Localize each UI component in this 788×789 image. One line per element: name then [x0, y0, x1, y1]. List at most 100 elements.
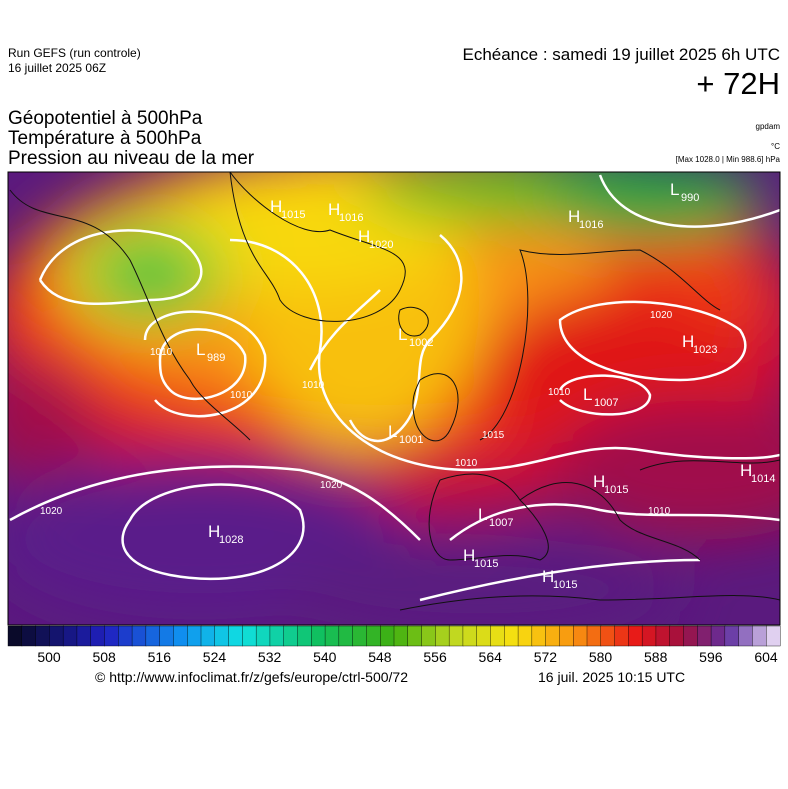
colorbar-swatch	[366, 625, 381, 647]
center-value: 990	[681, 192, 699, 204]
unit: gpdam	[755, 122, 780, 131]
isobar-label: 1010	[230, 390, 253, 401]
center-value: 1020	[369, 239, 393, 251]
isobar-label: 1010	[648, 506, 671, 517]
colorbar-swatch	[490, 625, 505, 647]
colorbar-swatch	[173, 625, 188, 647]
map-frame	[7, 171, 781, 626]
center-letter: L	[196, 340, 205, 359]
isobar-label: 1020	[320, 480, 343, 491]
run-date: 16 juillet 2025 06Z	[8, 61, 107, 75]
center-letter: H	[463, 546, 475, 565]
colorbar-tick-label: 588	[644, 649, 668, 665]
center-value: 1023	[693, 344, 717, 356]
center-value: 1014	[751, 473, 775, 485]
isobar-label: 1010	[302, 380, 325, 391]
center-letter: H	[740, 461, 752, 480]
colorbar-swatch	[159, 625, 174, 647]
unit: °C	[771, 142, 780, 151]
colorbar-swatch	[131, 625, 147, 647]
colorbar-swatch	[145, 625, 161, 647]
colorbar-swatch	[766, 625, 781, 647]
center-letter: L	[583, 385, 592, 404]
center-letter: L	[398, 325, 407, 344]
colorbar-swatch	[214, 625, 230, 647]
center-value: 1015	[553, 579, 577, 591]
field-name: Température à 500hPa	[8, 128, 202, 149]
colorbar-swatch	[614, 625, 629, 647]
colorbar-tick-label: 564	[479, 649, 503, 665]
colorbar-swatch	[269, 625, 285, 647]
center-value: 1001	[399, 434, 423, 446]
center-letter: H	[593, 472, 605, 491]
colorbar-swatch	[62, 625, 78, 647]
colorbar-swatch	[462, 625, 478, 647]
center-letter: L	[388, 422, 397, 441]
valid-time: Echéance : samedi 19 juillet 2025 6h UTC	[462, 45, 780, 64]
colorbar-tick-label: 548	[368, 649, 392, 665]
center-value: 989	[207, 352, 225, 364]
colorbar-tick-label: 596	[699, 649, 723, 665]
center-value: 1007	[489, 517, 513, 529]
colorbar-swatch	[531, 625, 547, 647]
colorbar-swatch	[710, 625, 726, 647]
center-letter: L	[670, 180, 679, 199]
colorbar-swatch	[311, 625, 326, 647]
center-value: 1002	[409, 337, 433, 349]
colorbar-tick-label: 532	[258, 649, 282, 665]
colorbar-swatch	[559, 625, 574, 647]
isobar-label: 1010	[548, 387, 571, 398]
center-value: 1028	[219, 534, 243, 546]
colorbar-swatch	[7, 625, 23, 647]
colorbar-swatch	[255, 625, 271, 647]
colorbar-swatch	[21, 625, 37, 647]
colorbar-swatch	[738, 625, 753, 647]
colorbar-swatch	[76, 625, 92, 647]
source-url: © http://www.infoclimat.fr/z/gefs/europe…	[95, 669, 409, 685]
coastlines	[9, 172, 780, 611]
colorbar-swatch	[228, 625, 243, 647]
center-letter: H	[542, 567, 554, 586]
center-value: 1015	[604, 484, 628, 496]
isobar-label: 1020	[40, 506, 63, 517]
colorbar-swatch	[283, 625, 299, 647]
colorbar-tick-label: 580	[589, 649, 613, 665]
colorbar-swatch	[752, 625, 767, 647]
colorbar-swatch	[476, 625, 492, 647]
colorbar-swatch	[421, 625, 436, 647]
colorbar-swatch	[504, 625, 519, 647]
colorbar-swatch	[641, 625, 657, 647]
colorbar-tick-label: 540	[313, 649, 337, 665]
center-letter: H	[270, 197, 282, 216]
colorbar-swatch	[628, 625, 643, 647]
colorbar-tick-label: 572	[534, 649, 558, 665]
colorbar-swatch	[90, 625, 106, 647]
center-letter: H	[208, 522, 220, 541]
colorbar-tick-label: 508	[92, 649, 116, 665]
colorbar-swatch	[118, 625, 133, 647]
colorbar-swatch	[683, 625, 698, 647]
run-label: Run GEFS (run controle)	[8, 46, 141, 60]
isobar-label: 1010	[150, 347, 173, 358]
center-value: 1016	[339, 212, 363, 224]
colorbar-swatch	[187, 625, 202, 647]
center-value: 1015	[474, 558, 498, 570]
field-name: Géopotentiel à 500hPa	[8, 108, 203, 129]
colorbar-tick-label: 604	[754, 649, 778, 665]
colorbar-swatch	[324, 625, 340, 647]
colorbar-swatch	[600, 625, 616, 647]
issue-date: 16 juil. 2025 10:15 UTC	[538, 669, 686, 685]
colorbar-swatch	[697, 625, 712, 647]
isobar-label: 1010	[455, 458, 478, 469]
colorbar-tick-label: 516	[148, 649, 172, 665]
colorbar-swatch	[380, 625, 395, 647]
colorbar-tick-label: 556	[423, 649, 447, 665]
colorbar-swatch	[407, 625, 423, 647]
colorbar-swatch	[655, 625, 671, 647]
isobar-label: 1020	[650, 310, 673, 321]
colorbar-swatch	[517, 625, 533, 647]
colorbar-swatch	[448, 625, 464, 647]
colorbar-tick-label: 524	[203, 649, 227, 665]
colorbar-swatch	[393, 625, 409, 647]
